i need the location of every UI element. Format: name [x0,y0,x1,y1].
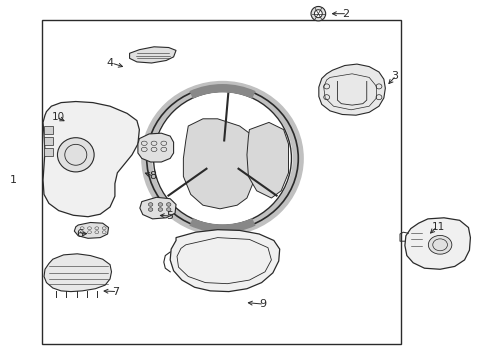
Bar [41,20,400,344]
Ellipse shape [166,203,171,206]
Text: 11: 11 [431,222,444,232]
Ellipse shape [310,6,325,21]
Text: 3: 3 [390,71,397,81]
Ellipse shape [166,208,171,211]
Polygon shape [129,47,176,63]
Polygon shape [74,222,108,238]
Ellipse shape [57,138,94,172]
Polygon shape [140,197,176,219]
Ellipse shape [203,140,242,176]
Text: 10: 10 [51,112,64,122]
Bar [44,126,53,134]
Ellipse shape [427,235,451,254]
Polygon shape [183,119,259,209]
Ellipse shape [158,203,162,206]
Polygon shape [170,230,279,292]
Polygon shape [138,133,173,162]
Polygon shape [44,254,111,292]
Ellipse shape [148,203,152,206]
Ellipse shape [158,208,162,211]
Text: 2: 2 [342,9,349,19]
Text: 9: 9 [259,299,266,309]
Polygon shape [318,64,385,115]
Ellipse shape [314,10,322,18]
Text: 8: 8 [149,171,156,181]
Polygon shape [43,102,139,217]
Bar [44,148,53,156]
Text: 1: 1 [10,175,17,185]
Ellipse shape [148,208,152,211]
Bar [44,137,53,145]
Polygon shape [246,122,288,198]
Text: 6: 6 [76,229,82,239]
Polygon shape [404,218,469,269]
Text: 7: 7 [112,287,120,297]
Text: 5: 5 [166,211,173,221]
Text: 4: 4 [106,58,114,68]
